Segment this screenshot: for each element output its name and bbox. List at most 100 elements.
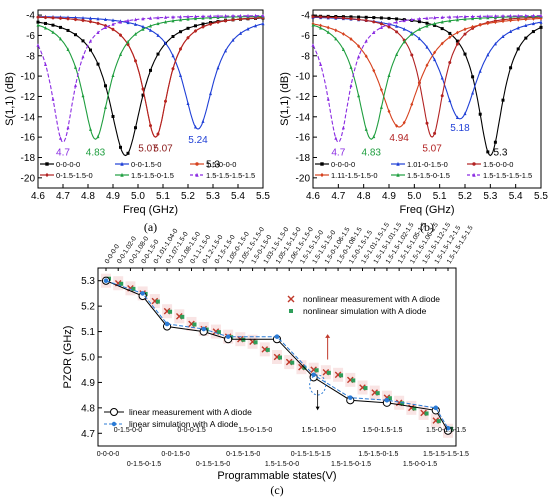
series-point <box>168 309 173 314</box>
series-point <box>241 337 246 342</box>
peak-label: 4.83 <box>86 147 106 158</box>
series-point <box>194 14 197 18</box>
peak-label: 4.7 <box>331 147 345 158</box>
series-point <box>239 31 242 35</box>
y-tick-label: -10 <box>296 72 311 83</box>
series-point <box>96 16 100 21</box>
series-point <box>194 16 197 21</box>
series-point <box>433 131 437 135</box>
series-point <box>149 123 152 128</box>
y-tick-label: -16 <box>21 133 36 144</box>
legend-nonlinear: nonlinear measurement with A diode nonlin… <box>287 294 440 316</box>
series-point <box>311 23 315 27</box>
series-point <box>290 360 295 365</box>
series-point <box>311 372 316 378</box>
series-point <box>171 66 175 71</box>
series-point <box>486 21 490 26</box>
legend-label: 1.11-1.5-1.5-0 <box>331 171 378 180</box>
series-point <box>140 291 145 296</box>
highlight-ellipse <box>309 374 327 396</box>
legend-marker <box>396 172 400 177</box>
series-point <box>524 23 528 27</box>
series-point <box>171 53 175 58</box>
series-point <box>349 17 353 21</box>
series-point <box>387 25 391 29</box>
series-point <box>440 20 444 24</box>
series-point <box>402 18 406 23</box>
series-point <box>66 16 70 21</box>
y-tick-label: -12 <box>21 92 36 103</box>
series-point <box>351 378 356 383</box>
series-point <box>326 370 331 375</box>
series-point <box>471 14 475 18</box>
peak-label: 5.3 <box>494 147 508 158</box>
series-point <box>341 47 345 52</box>
series-point <box>425 45 429 49</box>
series-point <box>478 16 482 20</box>
panel-label: (a) <box>144 220 157 234</box>
series-point <box>471 24 475 29</box>
series-point <box>478 112 482 116</box>
series-point <box>509 13 513 18</box>
series-point <box>89 127 92 131</box>
series-point <box>339 373 344 378</box>
series-0-0-0-0 <box>36 16 265 157</box>
arrow-head <box>325 334 331 338</box>
series-point <box>493 41 497 46</box>
series-line <box>38 16 263 138</box>
series-point <box>417 80 421 85</box>
state-label-bottom: 1.5-1.5-0-0 <box>302 427 336 434</box>
series-point <box>96 30 100 35</box>
series-line <box>313 15 542 157</box>
series-point <box>326 15 330 19</box>
legend-linear: linear measurement with A diode linear si… <box>104 407 252 429</box>
series-point <box>141 24 145 29</box>
series-point <box>448 98 452 103</box>
series-point <box>448 35 452 40</box>
series-point <box>539 20 543 24</box>
series-point <box>254 23 257 28</box>
series-point <box>201 22 205 26</box>
state-label-bottom: 0-1.5-0-0 <box>114 427 143 434</box>
series-point <box>81 15 85 20</box>
series-point <box>126 18 130 23</box>
series-point <box>261 13 265 18</box>
series-point <box>186 26 190 30</box>
series-point <box>493 14 497 18</box>
series-0-1_5-1_5-0 <box>36 15 265 138</box>
series-point <box>89 16 92 20</box>
series-point <box>364 54 368 59</box>
series-point <box>74 65 77 69</box>
series-point <box>319 23 323 28</box>
series-point <box>254 13 257 18</box>
series-point <box>134 32 137 36</box>
series-point <box>149 23 152 28</box>
series-point <box>164 99 167 104</box>
series-point <box>501 19 505 24</box>
series-point <box>155 299 160 304</box>
series-point <box>201 14 205 18</box>
series-point <box>478 69 482 73</box>
series-point <box>59 36 62 41</box>
series-point <box>278 355 282 360</box>
state-label-bottom: 1.5-1.5-1.5-1.5 <box>423 451 469 458</box>
y-tick-label: -20 <box>21 173 36 184</box>
series-point <box>179 30 182 34</box>
peak-label: 4.94 <box>389 133 409 144</box>
y-tick-label: -20 <box>296 173 311 184</box>
panel-a: 4.6 4.7 4.8 4.9 5.0 5.1 5.2 5.3 5.4 5.5 -4 -6 -8 -10 -… <box>4 9 270 234</box>
series-point <box>51 23 55 27</box>
series-point <box>164 15 167 19</box>
series-point <box>51 30 55 34</box>
highlight-arrows <box>309 334 331 411</box>
series-point <box>433 57 437 62</box>
series-point <box>261 21 265 26</box>
series-1_5-1_5-1_5-1_5 <box>311 13 543 143</box>
series-point <box>516 13 520 18</box>
series-point <box>171 35 175 39</box>
series-point <box>209 22 212 26</box>
series-point <box>425 63 429 68</box>
series-point <box>149 68 152 72</box>
series-point <box>81 18 85 23</box>
legend-marker <box>195 162 199 166</box>
